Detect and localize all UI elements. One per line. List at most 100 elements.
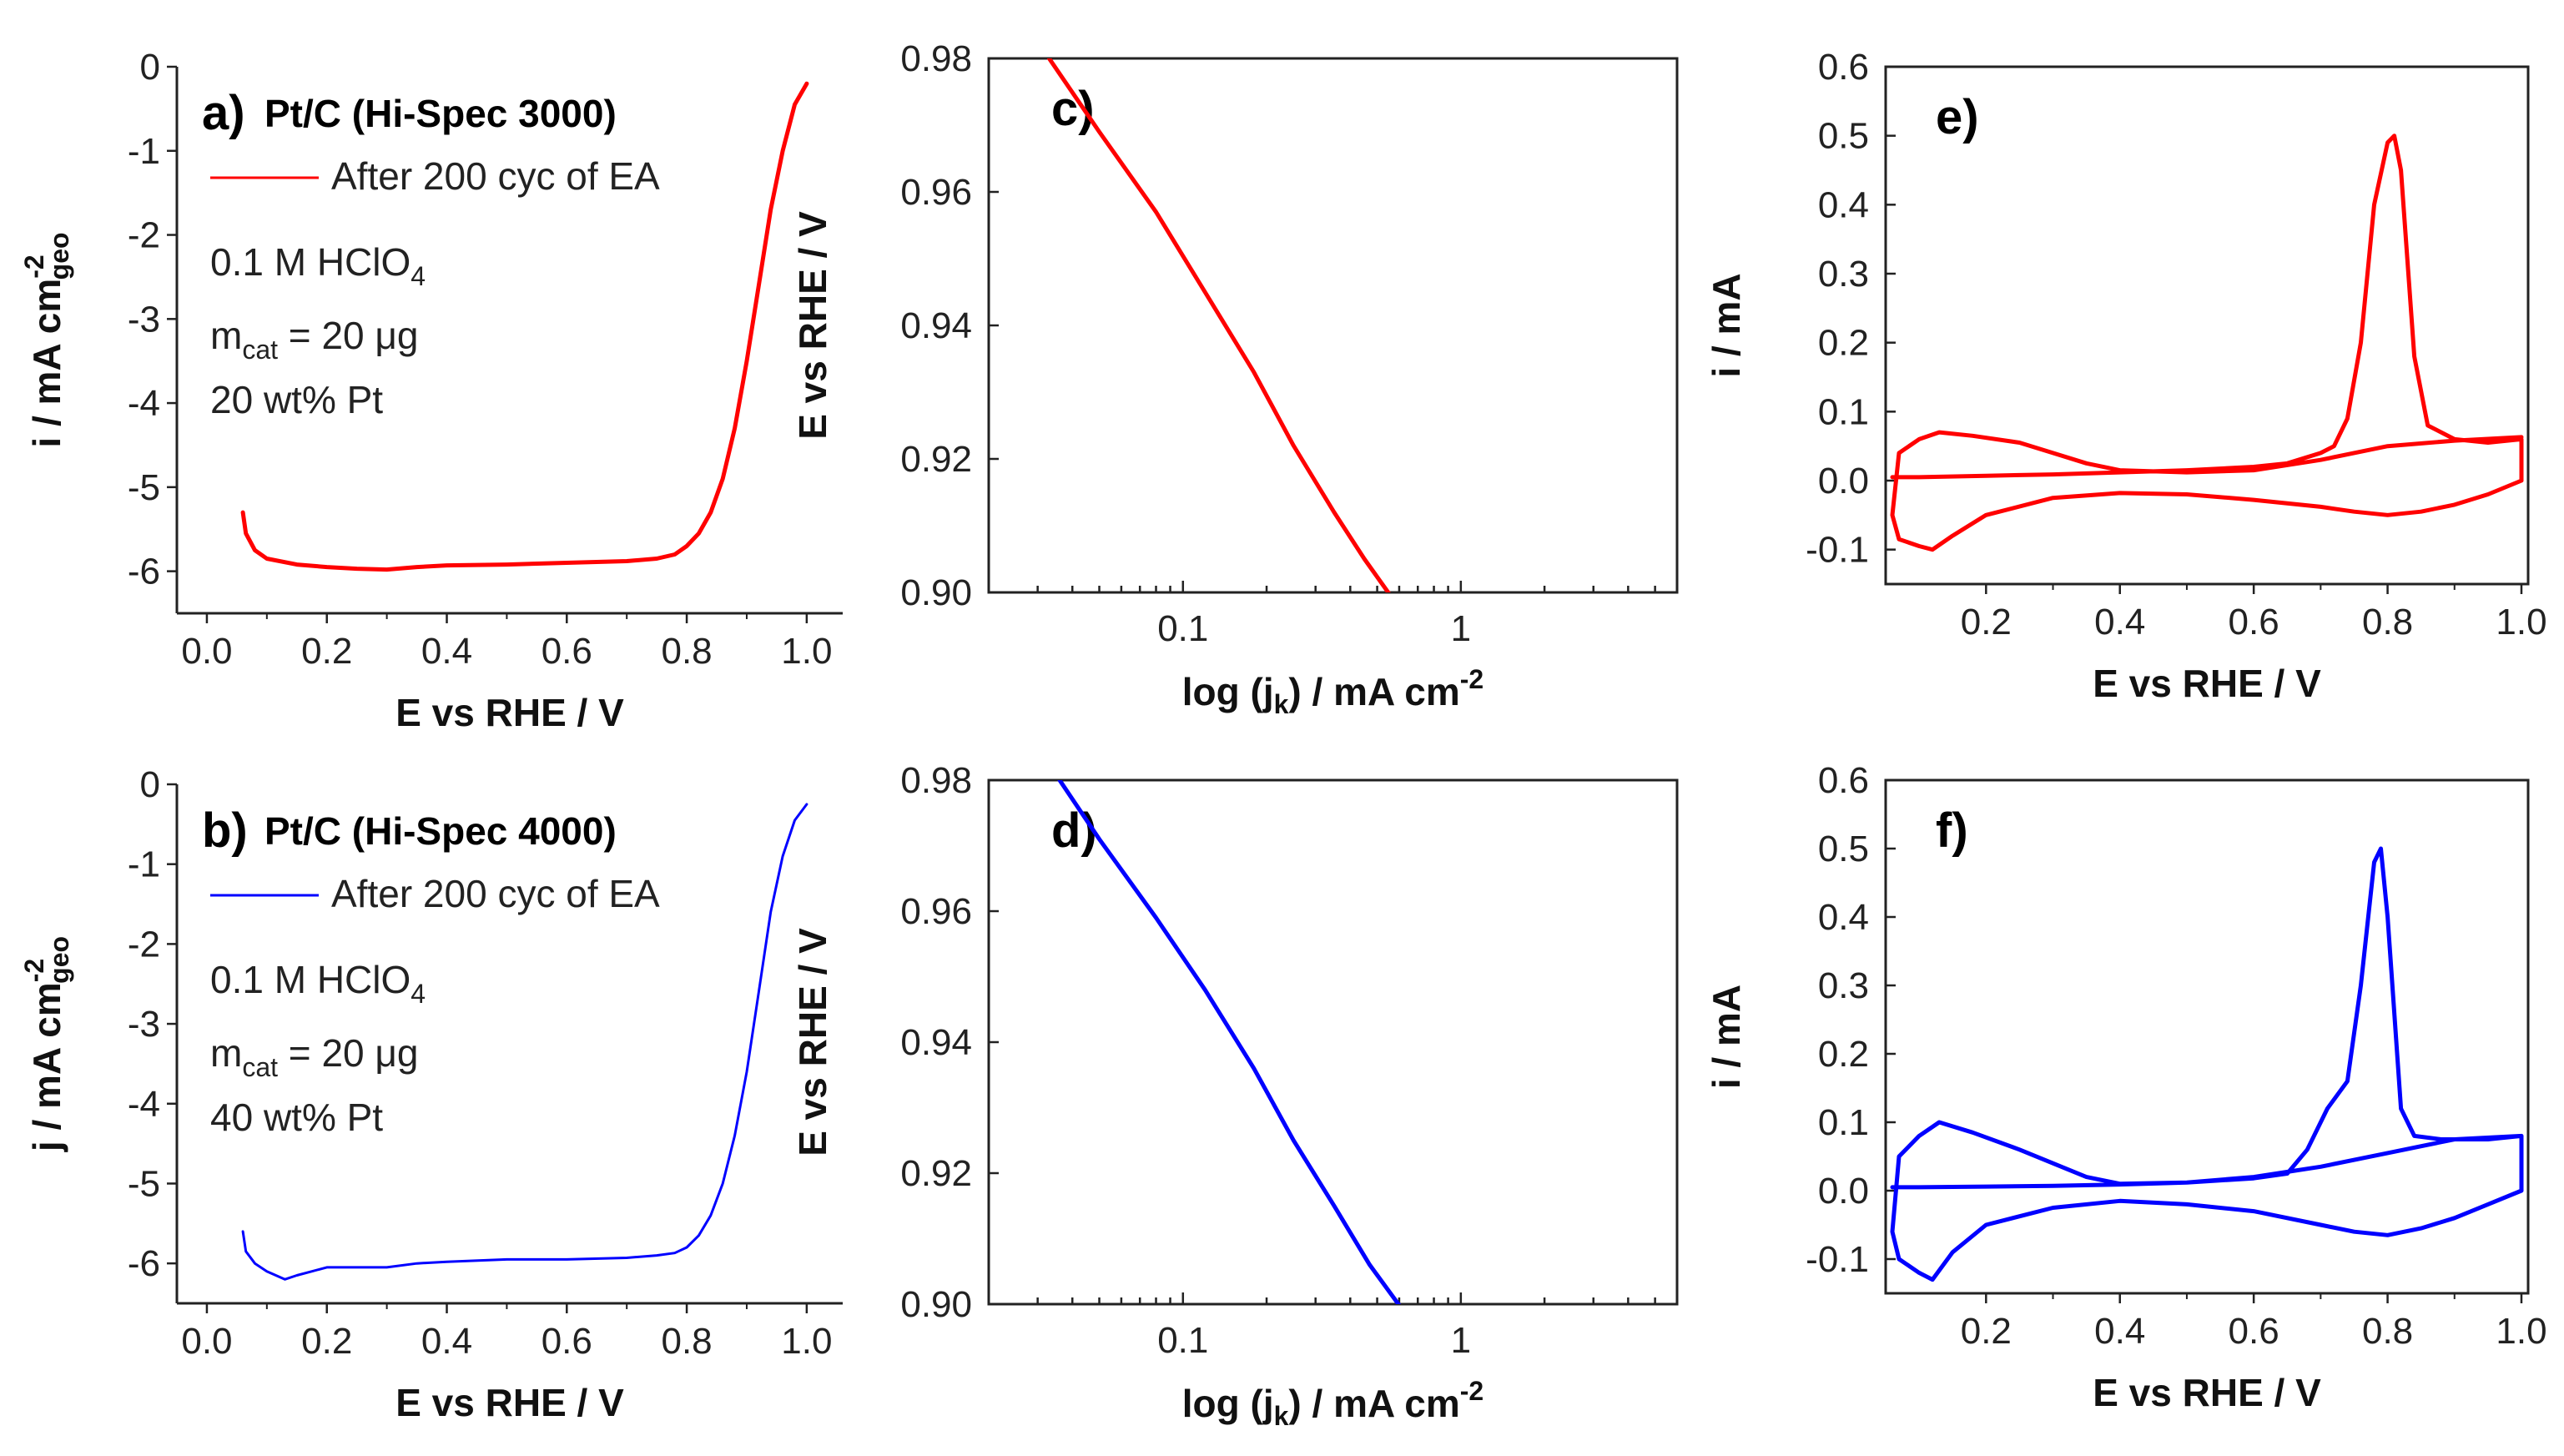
x-tick-label: 0.1 <box>1157 608 1208 649</box>
mass-rest: = 20 μg <box>278 1031 418 1075</box>
electrolyte-text: 0.1 M HClO <box>210 958 411 1001</box>
x-tick-label: 1.0 <box>2496 1311 2546 1352</box>
x-tick-label: 0.8 <box>2362 602 2413 642</box>
y-axis-label: i / mA <box>1705 985 1748 1089</box>
panel-label: b) <box>202 804 248 858</box>
panel-b: 0.0 0.2 0.4 0.6 0.8 1.0 0 -1 -2 -3 -4 -5 -6 E vs RHE … <box>19 764 843 1424</box>
y-tick-label: 0.5 <box>1818 829 1869 869</box>
y-tick-label: -5 <box>128 1163 160 1204</box>
x-label-sup: -2 <box>1460 664 1483 694</box>
y-tick-label: 0.2 <box>1818 1034 1869 1075</box>
mass-m: m <box>210 1031 242 1075</box>
y-tick-label: 0.94 <box>900 305 972 346</box>
x-tick-label: 1 <box>1451 1320 1471 1361</box>
x-axis-label: E vs RHE / V <box>395 691 624 734</box>
panel-label: d) <box>1051 804 1097 858</box>
series-line-d <box>1057 780 1402 1304</box>
y-tick-label: 0.92 <box>900 439 972 480</box>
x-label-main: log (j <box>1182 670 1274 713</box>
y-tick-label: 0.5 <box>1818 116 1869 157</box>
y-tick-label: 0.3 <box>1818 965 1869 1006</box>
x-axis-label: E vs RHE / V <box>2093 662 2321 705</box>
y-tick-label: 0.96 <box>900 891 972 932</box>
y-label-main: j / mA cm <box>25 982 68 1152</box>
y-label-main: i / mA cm <box>25 279 68 448</box>
y-tick-label: 0.6 <box>1818 760 1869 801</box>
y-tick-label: 0.96 <box>900 172 972 213</box>
loading-note: 20 wt% Pt <box>210 378 383 421</box>
panel-c: 0.1 1 0.98 0.96 0.94 0.92 0.90 log (jk) / mA cm… <box>791 38 1679 719</box>
y-tick-label: -4 <box>128 383 160 424</box>
y-tick-label: -6 <box>128 552 160 592</box>
electrolyte-note: 0.1 M HClO4 <box>210 958 426 1009</box>
y-tick-label: -6 <box>128 1243 160 1284</box>
y-axis-label: i / mA cm-2geo <box>19 232 74 447</box>
panel-title: Pt/C (Hi-Spec 4000) <box>264 809 617 853</box>
plot-frame <box>1884 65 2530 586</box>
y-tick-label: 0.4 <box>1818 184 1869 225</box>
y-tick-label: 0.4 <box>1818 897 1869 938</box>
legend-label: After 200 cyc of EA <box>331 154 660 198</box>
x-tick-label: 0.4 <box>2094 602 2145 642</box>
y-tick-label: -2 <box>128 924 160 965</box>
x-axis-label: log (jk) / mA cm-2 <box>1182 664 1483 719</box>
electrolyte-note: 0.1 M HClO4 <box>210 240 426 291</box>
y-tick-label: -0.1 <box>1806 530 1869 571</box>
loading-note: 40 wt% Pt <box>210 1096 383 1139</box>
x-tick-label: 0.6 <box>542 631 592 672</box>
y-tick-label: 0.92 <box>900 1153 972 1194</box>
x-tick-label: 0.2 <box>1961 1311 2012 1352</box>
mass-subscript: cat <box>242 335 278 365</box>
y-axis-label: E vs RHE / V <box>791 928 834 1156</box>
y-tick-label: -3 <box>128 1004 160 1045</box>
series-line-f <box>1890 846 2524 1282</box>
x-tick-label: 0.2 <box>1961 602 2012 642</box>
electrolyte-subscript: 4 <box>411 979 426 1009</box>
panel-label: f) <box>1936 804 1968 858</box>
panel-d: 0.1 1 0.98 0.96 0.94 0.92 0.90 log (jk) / mA cm… <box>791 760 1679 1431</box>
y-tick-label: 0.98 <box>900 760 972 801</box>
x-label-rest: ) / mA cm <box>1288 670 1459 713</box>
y-tick-label: 0.90 <box>900 1284 972 1325</box>
y-tick-label: 0.1 <box>1818 391 1869 432</box>
x-tick-label: 0.1 <box>1157 1320 1208 1361</box>
mass-m: m <box>210 314 242 357</box>
y-tick-label: 0.90 <box>900 572 972 613</box>
panel-a: 0.0 0.2 0.4 0.6 0.8 1.0 0 -1 -2 -3 -4 -5 -6 E vs RHE … <box>19 47 843 734</box>
legend-label: After 200 cyc of EA <box>331 872 660 915</box>
y-tick-label: -5 <box>128 467 160 508</box>
panel-label: e) <box>1936 90 1979 144</box>
y-axis-label: i / mA <box>1705 273 1748 377</box>
y-label-sub: geo <box>44 232 74 280</box>
x-tick-label: 1.0 <box>781 631 832 672</box>
y-axis-label: j / mA cm-2geo <box>19 936 74 1152</box>
mass-rest: = 20 μg <box>278 314 418 357</box>
x-tick-label: 0.0 <box>181 631 232 672</box>
y-tick-label: 0 <box>140 47 160 88</box>
panel-label: a) <box>202 86 245 140</box>
x-tick-label: 0.6 <box>2229 602 2279 642</box>
y-tick-label: 0.1 <box>1818 1102 1869 1143</box>
y-tick-label: 0.3 <box>1818 254 1869 295</box>
series-line-c <box>1046 58 1391 592</box>
y-tick-label: -2 <box>128 215 160 256</box>
x-tick-label: 0.2 <box>301 1321 352 1362</box>
x-tick-label: 0.0 <box>181 1321 232 1362</box>
electrolyte-text: 0.1 M HClO <box>210 240 411 284</box>
y-tick-label: 0.0 <box>1818 1171 1869 1212</box>
x-tick-label: 0.8 <box>661 631 712 672</box>
y-axis-label: E vs RHE / V <box>791 211 834 440</box>
catalyst-mass-note: mcat = 20 μg <box>210 314 418 365</box>
y-tick-label: 0.6 <box>1818 47 1869 88</box>
x-label-sub: k <box>1274 689 1289 719</box>
x-label-main: log (j <box>1182 1382 1274 1425</box>
y-tick-label: 0.98 <box>900 38 972 79</box>
series-line-e <box>1890 134 2524 552</box>
x-axis-label: E vs RHE / V <box>395 1381 624 1424</box>
y-label-sub: geo <box>44 936 74 984</box>
catalyst-mass-note: mcat = 20 μg <box>210 1031 418 1082</box>
x-tick-label: 1.0 <box>781 1321 832 1362</box>
x-tick-label: 0.4 <box>421 631 472 672</box>
series-line-a <box>240 81 809 572</box>
